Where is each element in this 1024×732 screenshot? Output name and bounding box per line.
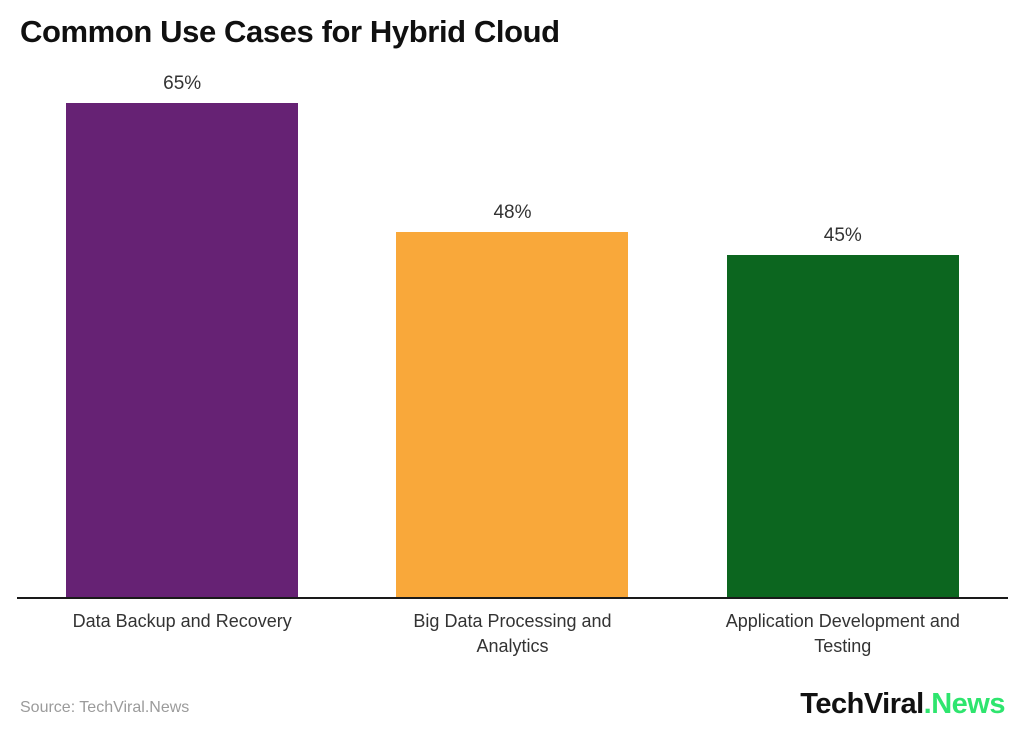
bar-value-label: 48% (493, 202, 532, 223)
category-label-application-development-and-testing: Application Development and Testing (678, 609, 1008, 659)
bar-value-label: 65% (163, 73, 202, 94)
bar-slot-application-development-and-testing: 45% (678, 225, 1008, 597)
bar-slot-big-data-processing-and-analytics: 48% (347, 202, 677, 597)
bar-slot-data-backup-and-recovery: 65% (17, 73, 347, 597)
category-label-text: Data Backup and Recovery (72, 611, 292, 631)
x-axis-line (17, 597, 1008, 599)
source-attribution: Source: TechViral.News (20, 699, 190, 716)
bar-chart-plot-area: 65% 48% 45% (17, 0, 1008, 597)
bar-application-development-and-testing (726, 255, 959, 597)
brand-logo: TechViral.News (800, 688, 1005, 721)
category-label-data-backup-and-recovery: Data Backup and Recovery (17, 609, 347, 659)
category-label-big-data-processing-and-analytics: Big Data Processing and Analytics (347, 609, 677, 659)
brand-logo-black-part: TechViral (800, 688, 924, 720)
bar-value-label: 45% (823, 225, 862, 246)
category-label-text: Big Data Processing and Analytics (413, 611, 612, 656)
x-axis-category-labels: Data Backup and Recovery Big Data Process… (17, 609, 1008, 659)
bar-data-backup-and-recovery (66, 103, 299, 597)
category-label-text: Application Development and Testing (725, 611, 960, 656)
bar-big-data-processing-and-analytics (396, 232, 629, 597)
chart-title: Common Use Cases for Hybrid Cloud (20, 14, 560, 49)
brand-logo-green-part: .News (923, 688, 1006, 720)
